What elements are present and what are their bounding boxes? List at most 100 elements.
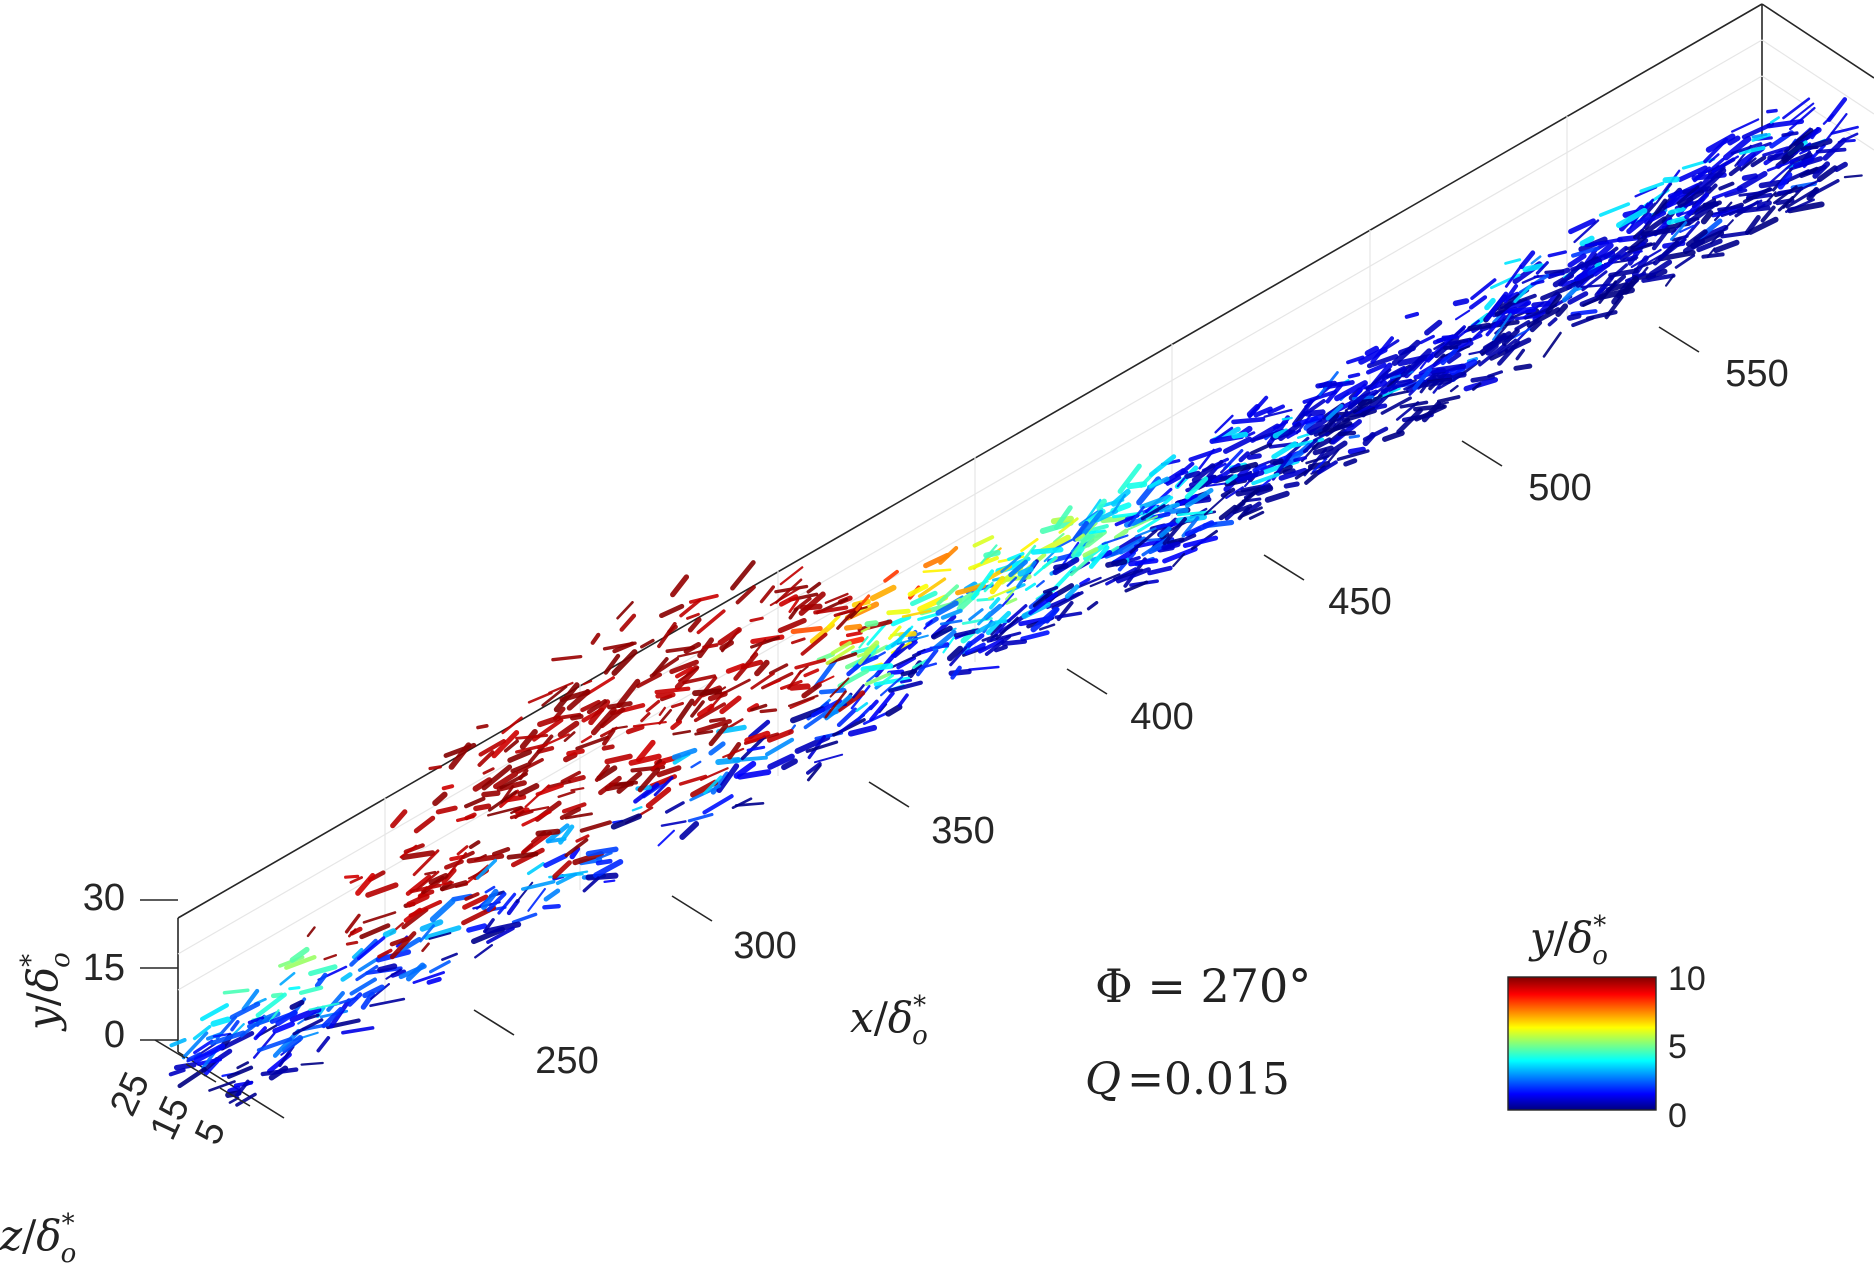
- vortex-streak: [559, 807, 582, 820]
- vortex-streak: [1598, 250, 1616, 261]
- vortex-streak: [1254, 460, 1271, 469]
- vortex-streak: [1432, 337, 1447, 345]
- vortex-streak: [803, 668, 820, 678]
- vortex-streak: [590, 707, 617, 736]
- vortex-streak: [503, 739, 519, 753]
- vortex-streak: [690, 700, 705, 718]
- vortex-streak: [278, 1045, 295, 1068]
- vortex-streak: [856, 705, 873, 722]
- vortex-streak: [1161, 541, 1181, 551]
- vortex-streak: [759, 708, 778, 714]
- vortex-streak: [649, 656, 680, 678]
- vortex-streak: [229, 1001, 261, 1020]
- vortex-streak: [537, 733, 570, 750]
- vortex-streak: [1235, 470, 1265, 483]
- vortex-streak: [1473, 329, 1483, 340]
- vortex-streak: [677, 649, 704, 658]
- vortex-streak: [1515, 348, 1526, 361]
- vortex-streak: [855, 594, 871, 612]
- vortex-streak: [1782, 188, 1802, 209]
- vortex-streak: [595, 851, 613, 861]
- vortex-streak: [1812, 161, 1831, 179]
- vortex-streak: [1088, 529, 1106, 535]
- vortex-streak: [1156, 521, 1175, 529]
- vortex-streak: [1347, 389, 1371, 410]
- vortex-streak: [658, 706, 666, 716]
- vortex-streak: [888, 680, 923, 693]
- vortex-streak: [1568, 218, 1596, 235]
- vortex-streak: [1325, 403, 1344, 421]
- vortex-streak: [883, 569, 899, 583]
- vortex-streak: [1366, 353, 1399, 369]
- vortex-streak: [1252, 463, 1267, 473]
- vortex-streak: [563, 752, 578, 763]
- vortex-streak: [845, 630, 863, 638]
- vortex-streak: [1267, 404, 1285, 415]
- vortex-streak: [964, 642, 986, 656]
- vortex-streak: [518, 768, 529, 781]
- vortex-streak: [1728, 165, 1742, 177]
- vortex-streak: [779, 566, 804, 586]
- vortex-streak: [298, 985, 324, 995]
- vortex-streak: [316, 1036, 331, 1053]
- vortex-streak: [601, 744, 615, 751]
- vortex-streak: [1158, 526, 1172, 538]
- vortex-streak: [727, 718, 744, 729]
- vortex-streak: [208, 1080, 236, 1092]
- x-tick-label: 450: [1328, 581, 1391, 623]
- vortex-streak: [912, 648, 926, 657]
- vortex-streak: [824, 690, 847, 719]
- vortex-streak: [321, 1007, 344, 1029]
- vortex-streak: [586, 699, 608, 715]
- vortex-streak: [1666, 194, 1681, 208]
- vortex-streak: [679, 821, 700, 840]
- vortex-streak: [923, 619, 933, 630]
- vortex-streak: [839, 636, 865, 647]
- x-tick-label: 550: [1725, 353, 1788, 395]
- vortex-streak: [1532, 291, 1561, 323]
- vortex-streak: [1365, 362, 1387, 375]
- vortex-streak: [896, 656, 917, 670]
- vortex-streak: [1304, 409, 1326, 417]
- vortex-streak: [289, 999, 305, 1010]
- vortex-streak: [1535, 261, 1549, 275]
- vortex-streak: [887, 669, 905, 676]
- vortex-streak: [1576, 262, 1611, 281]
- vortex-streak: [553, 682, 580, 713]
- vortex-streak: [826, 614, 841, 629]
- vortex-streak: [1467, 322, 1492, 332]
- vortex-streak: [1773, 185, 1798, 205]
- vortex-streak: [590, 632, 601, 645]
- vortex-streak: [506, 851, 539, 860]
- vortex-streak: [929, 645, 950, 649]
- vortex-streak: [1248, 510, 1265, 520]
- colorbar-tick-label: 0: [1668, 1097, 1687, 1135]
- vortex-streak: [1676, 185, 1700, 205]
- vortex-streak: [670, 574, 690, 598]
- vortex-streak: [1686, 200, 1718, 225]
- vortex-streak: [1470, 278, 1497, 300]
- vortex-streak: [488, 790, 518, 812]
- vortex-streak: [1443, 345, 1459, 351]
- vortex-streak: [582, 679, 593, 686]
- vortex-streak: [1608, 245, 1629, 264]
- vortex-streak: [476, 723, 489, 730]
- vortex-streak: [625, 724, 645, 735]
- vortex-streak: [468, 840, 481, 849]
- vortex-streak: [1058, 517, 1079, 534]
- vortex-streak: [563, 731, 576, 742]
- vortex-streak: [209, 1030, 246, 1046]
- vortex-streak: [1302, 438, 1318, 454]
- vortex-streak: [858, 636, 869, 649]
- vortex-streak: [829, 677, 850, 698]
- vortex-streak: [869, 691, 895, 722]
- vortex-streak: [766, 728, 794, 743]
- vortex-streak: [900, 678, 913, 684]
- vortex-streak: [1116, 567, 1151, 584]
- vortex-streak: [1843, 174, 1863, 179]
- vortex-streak: [1504, 258, 1522, 265]
- vortex-streak: [669, 659, 699, 675]
- vortex-streak: [1567, 253, 1587, 268]
- vortex-streak: [818, 688, 847, 695]
- vortex-streak: [1198, 521, 1218, 532]
